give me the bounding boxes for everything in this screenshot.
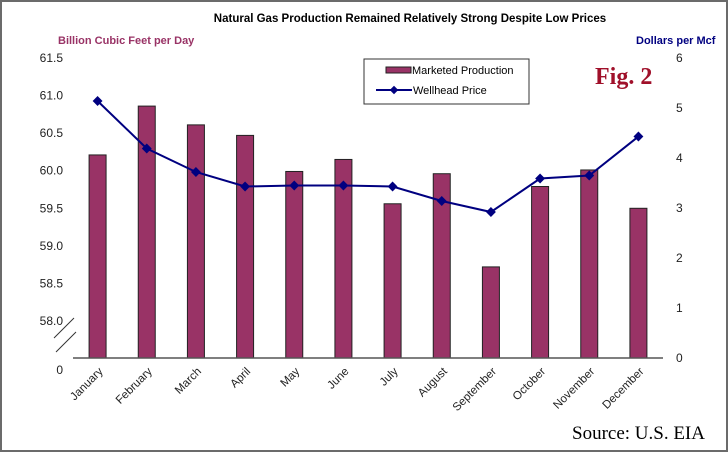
x-tick-label: August [416,365,450,399]
right-axis-tick-label: 4 [676,151,683,165]
x-tick-label: November [551,366,597,412]
left-axis-tick-label: 61.5 [40,51,64,65]
legend-swatch-production [385,66,412,74]
right-axis-label: Dollars per Mcf [636,35,716,47]
price-line [96,100,640,214]
x-tick-label: July [378,365,401,388]
left-axis-tick-label: 60.5 [40,126,64,140]
price-marker-march [190,167,201,177]
left-axis-tick-label: 59.0 [40,239,64,253]
axis-break-mark [53,317,75,339]
x-tick-label: December [601,366,647,412]
x-tick-label: January [68,365,106,403]
price-marker-october [535,173,546,184]
price-marker-april [240,181,251,192]
left-axis-tick-label: 59.5 [40,201,64,215]
x-tick-label: October [511,366,549,404]
bar-january [88,154,107,359]
x-tick-label: May [279,365,303,389]
x-tick-label: April [228,366,253,391]
left-axis-label: Billion Cubic Feet per Day [58,35,195,47]
legend-label-price: Wellhead Price [413,85,487,97]
bar-september [481,266,500,359]
line-series-wellhead-price [92,96,644,217]
price-marker-november [584,170,595,181]
x-tick-label: February [114,365,155,406]
figure-label: Fig. 2 [595,64,652,90]
x-tick-label: March [173,366,204,397]
bar-december [629,207,648,359]
chart-title: Natural Gas Production Remained Relative… [214,13,606,25]
axis-break-mark [55,331,77,353]
x-tick-label: June [325,366,351,392]
left-axis-ticks: 61.5 61.0 60.5 60.0 59.5 59.0 58.5 58.0 [40,51,64,328]
right-axis-tick-label: 6 [676,51,683,65]
price-marker-july [387,181,398,192]
price-marker-february [141,143,152,154]
bar-november [580,169,599,359]
x-tick-label: September [451,366,499,414]
legend-swatch-price-marker [389,85,399,95]
bar-march [186,124,205,359]
right-axis-tick-label: 1 [676,301,683,315]
bar-series-marketed-production [88,105,648,359]
bar-october [531,185,550,359]
right-axis-tick-label: 2 [676,251,683,265]
right-axis-tick-label: 0 [676,351,683,365]
left-axis-tick-label: 61.0 [40,89,64,103]
left-axis-tick-label: 60.0 [40,164,64,178]
price-marker-august [436,196,447,206]
right-axis-tick-label: 5 [676,101,683,115]
price-marker-january [92,96,103,106]
price-marker-may [289,180,300,191]
price-marker-september [485,207,496,217]
left-axis-tick-label: 58.0 [40,314,64,328]
left-axis-zero-label: 0 [56,363,63,377]
bar-july [383,203,402,359]
price-marker-december [633,131,644,142]
source-note: Source: U.S. EIA [572,423,705,444]
right-axis-tick-label: 3 [676,201,683,215]
right-axis-ticks: 6 5 4 3 2 1 0 [676,51,683,365]
x-axis-ticks: January February March April May June July Augu… [68,365,646,414]
legend-label-production: Marketed Production [412,65,514,77]
bar-april [236,134,255,359]
bar-may [285,170,304,359]
legend: Marketed Production Wellhead Price [363,58,530,105]
price-marker-june [338,180,349,191]
left-axis-tick-label: 58.5 [40,276,64,290]
